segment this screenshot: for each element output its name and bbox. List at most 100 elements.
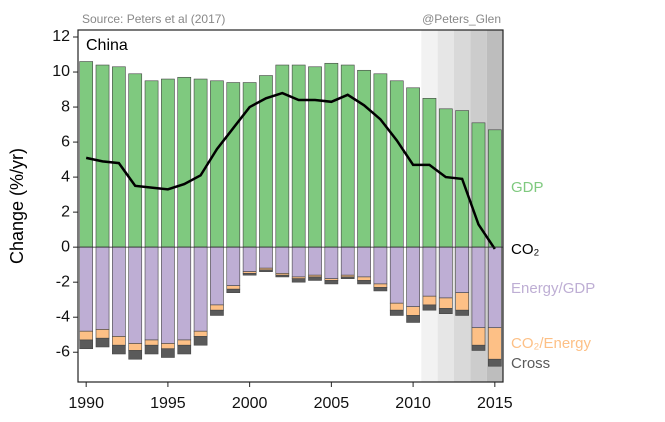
bar xyxy=(259,246,273,269)
bar xyxy=(79,61,94,248)
bar xyxy=(193,78,208,248)
y-tick-label: -6 xyxy=(56,343,70,360)
bar xyxy=(242,246,257,272)
bar xyxy=(422,295,437,306)
y-tick-label: -4 xyxy=(56,308,70,325)
bar xyxy=(487,327,502,360)
bar xyxy=(259,269,273,272)
y-tick-label: 0 xyxy=(61,238,70,255)
bar xyxy=(193,246,208,332)
bar xyxy=(144,246,159,341)
bar xyxy=(357,276,371,281)
bar xyxy=(177,246,192,341)
bar xyxy=(128,246,143,344)
bar xyxy=(406,315,420,323)
bar xyxy=(455,246,469,293)
bar xyxy=(406,87,420,248)
bar xyxy=(389,80,404,248)
bar xyxy=(357,246,371,278)
bar xyxy=(226,82,241,248)
legend-label: Energy/GDP xyxy=(511,280,595,297)
bar xyxy=(438,246,453,299)
bar xyxy=(161,78,175,248)
bar xyxy=(193,336,208,346)
bar xyxy=(373,246,388,285)
bar xyxy=(291,246,306,278)
bar xyxy=(291,278,306,283)
bar xyxy=(161,246,175,344)
x-tick-label: 1990 xyxy=(68,395,104,412)
bar xyxy=(389,302,404,311)
bar xyxy=(487,358,502,367)
bar xyxy=(471,327,486,346)
bar xyxy=(340,64,355,248)
bar xyxy=(128,343,143,351)
plot xyxy=(79,61,502,367)
y-tick-label: 8 xyxy=(61,98,70,115)
bar xyxy=(340,246,355,276)
bar xyxy=(95,329,110,339)
bar xyxy=(95,64,110,248)
bar xyxy=(161,348,175,358)
x-tick-label: 2000 xyxy=(232,395,268,412)
bar xyxy=(438,308,453,315)
bar xyxy=(275,246,290,274)
bar xyxy=(95,337,110,348)
bar xyxy=(308,246,322,276)
bar xyxy=(406,306,420,316)
bar xyxy=(79,246,94,332)
bar xyxy=(112,246,126,337)
bar xyxy=(95,246,110,330)
bar xyxy=(438,297,453,309)
bar xyxy=(226,285,241,290)
bar xyxy=(471,344,486,351)
bar xyxy=(291,64,306,248)
bar xyxy=(471,122,486,248)
legend-label: GDP xyxy=(511,179,544,196)
bar xyxy=(373,283,388,288)
line xyxy=(85,91,496,250)
bar xyxy=(422,246,437,297)
bar xyxy=(177,344,192,355)
bar xyxy=(210,304,224,311)
legend-label: CO₂ xyxy=(511,241,540,258)
source: Source: Peters et al (2017) xyxy=(82,12,225,26)
bar xyxy=(487,129,502,248)
bar xyxy=(79,330,94,341)
bar xyxy=(210,246,224,306)
y-tick-label: 4 xyxy=(61,168,70,185)
bar xyxy=(455,292,469,311)
x-tick-label: 2015 xyxy=(477,395,513,412)
bar xyxy=(144,80,159,248)
x-tick-label: 2005 xyxy=(314,395,350,412)
bar xyxy=(471,246,486,329)
x-tick-label: 2010 xyxy=(395,395,431,412)
bar xyxy=(308,66,322,248)
credit: @Peters_Glen xyxy=(422,12,501,26)
bar xyxy=(193,330,208,337)
legend-label: Cross xyxy=(511,355,550,372)
frame xyxy=(77,29,504,383)
bar xyxy=(242,273,257,276)
bar xyxy=(210,309,224,316)
y-tick-label: 10 xyxy=(52,63,70,80)
bar xyxy=(112,344,126,355)
bar xyxy=(406,246,420,307)
bar xyxy=(373,287,388,292)
bar xyxy=(389,246,404,304)
bar xyxy=(324,246,339,279)
bar xyxy=(324,62,339,248)
legend-label: CO₂/Energy xyxy=(511,335,592,352)
bar xyxy=(226,288,241,293)
y-tick-label: 2 xyxy=(61,203,70,220)
bar xyxy=(128,73,143,248)
bar xyxy=(275,274,290,278)
bar xyxy=(144,344,159,355)
bar xyxy=(373,73,388,248)
bar xyxy=(79,339,94,350)
y-tick-label: 6 xyxy=(61,133,70,150)
bar xyxy=(144,339,159,346)
bar xyxy=(422,97,437,248)
bar xyxy=(226,246,241,286)
